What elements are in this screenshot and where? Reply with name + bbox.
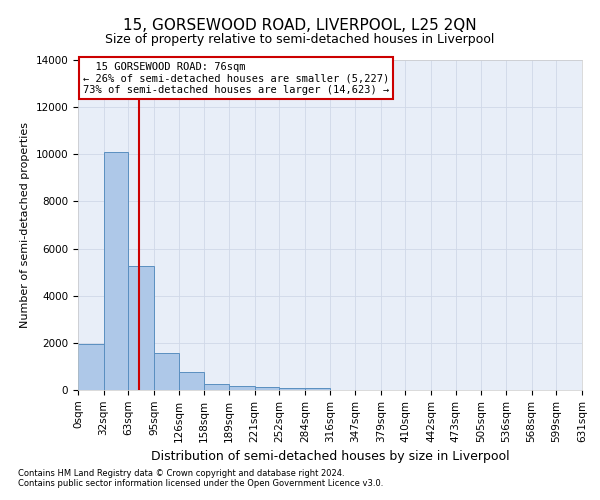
Bar [179, 372, 204, 390]
Text: 15 GORSEWOOD ROAD: 76sqm
← 26% of semi-detached houses are smaller (5,227)
73% o: 15 GORSEWOOD ROAD: 76sqm ← 26% of semi-d… [83, 62, 389, 95]
Bar [254, 387, 279, 390]
Bar [154, 354, 179, 390]
Bar [204, 384, 229, 390]
Text: Contains public sector information licensed under the Open Government Licence v3: Contains public sector information licen… [18, 479, 383, 488]
Text: Contains HM Land Registry data © Crown copyright and database right 2024.: Contains HM Land Registry data © Crown c… [18, 469, 344, 478]
Bar [229, 386, 254, 390]
Text: 15, GORSEWOOD ROAD, LIVERPOOL, L25 2QN: 15, GORSEWOOD ROAD, LIVERPOOL, L25 2QN [123, 18, 477, 32]
Bar [279, 388, 305, 390]
X-axis label: Distribution of semi-detached houses by size in Liverpool: Distribution of semi-detached houses by … [151, 450, 509, 463]
Bar [128, 266, 154, 390]
Bar [305, 388, 331, 390]
Y-axis label: Number of semi-detached properties: Number of semi-detached properties [20, 122, 30, 328]
Text: Size of property relative to semi-detached houses in Liverpool: Size of property relative to semi-detach… [106, 32, 494, 46]
Bar [104, 152, 128, 390]
Bar [78, 344, 104, 390]
